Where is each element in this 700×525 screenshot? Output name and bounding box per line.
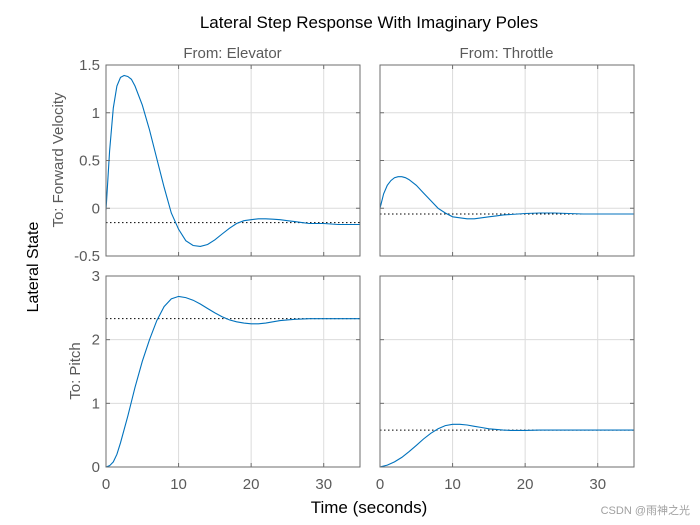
watermark-text: CSDN @雨神之光 [601, 503, 690, 517]
y-tick-label: 0 [92, 459, 100, 476]
panel-forward-velocity-throttle [379, 64, 635, 257]
x-tick-label: 10 [170, 476, 187, 493]
y-tick-label: 0 [92, 200, 100, 217]
x-tick-label: 0 [102, 476, 110, 493]
y-tick-label: -0.5 [74, 248, 100, 265]
chart-title: Lateral Step Response With Imaginary Pol… [200, 13, 538, 32]
response-line-forward-velocity-elevator [105, 74, 360, 247]
x-tick-label: 20 [243, 476, 260, 493]
panel-forward-velocity-elevator: -0.5 0 0.5 1 1.5 [74, 57, 361, 265]
column-title-elevator: From: Elevator [183, 45, 281, 62]
y-tick-label: 3 [92, 268, 100, 285]
axes-box [379, 275, 635, 468]
x-tick-label: 10 [444, 476, 461, 493]
response-line-forward-velocity-throttle [379, 176, 634, 220]
y-tick-label: 1 [92, 395, 100, 412]
y-tick-label: 1.5 [79, 57, 100, 74]
response-line-pitch-elevator [105, 295, 360, 468]
row-label-pitch: To: Pitch [67, 342, 84, 400]
x-tick-label: 20 [517, 476, 534, 493]
x-tick-label: 0 [376, 476, 384, 493]
x-tick-label: 30 [315, 476, 332, 493]
x-tick-label: 30 [589, 476, 606, 493]
row-label-forward-velocity: To: Forward Velocity [50, 92, 67, 228]
panel-pitch-throttle: 0 10 20 30 [376, 275, 635, 493]
y-tick-label: 1 [92, 105, 100, 122]
response-line-pitch-throttle [379, 423, 634, 468]
y-axis-label: Lateral State [25, 222, 42, 313]
y-tick-label: 0.5 [79, 153, 100, 170]
y-tick-label: 2 [92, 332, 100, 349]
column-title-throttle: From: Throttle [460, 45, 554, 62]
axes-box [105, 275, 361, 468]
x-axis-label: Time (seconds) [311, 498, 428, 517]
